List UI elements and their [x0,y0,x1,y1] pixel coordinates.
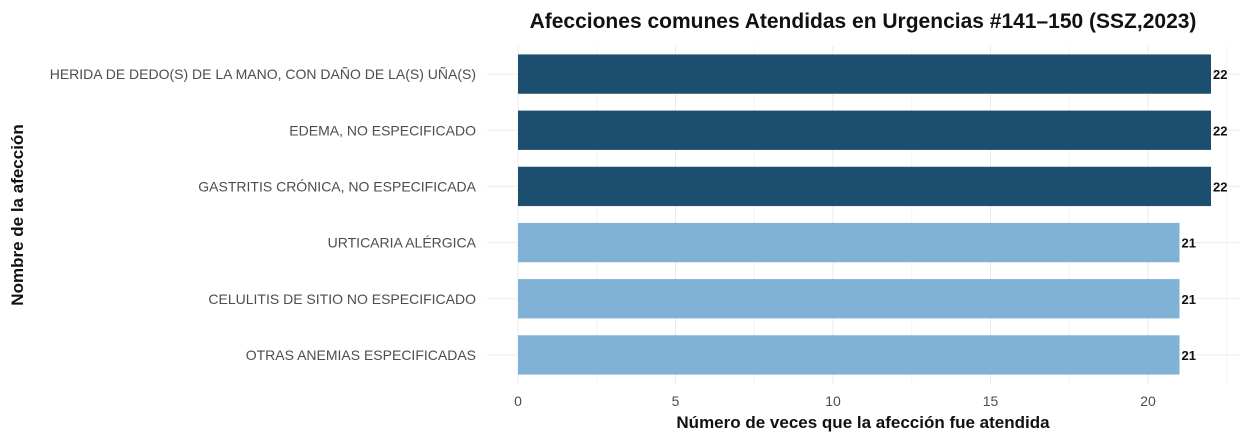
data-label: 22 [1213,67,1227,82]
bar [518,222,1180,263]
category-label: CELULITIS DE SITIO NO ESPECIFICADO [208,291,476,307]
data-label: 21 [1182,348,1196,363]
data-label: 21 [1182,236,1196,251]
x-tick-label: 5 [672,393,680,409]
data-label: 21 [1182,292,1196,307]
labels: 0 5 10 15 20 HERIDA DE DEDO(S) DE LA MANO, CO… [50,66,1228,409]
bar [518,279,1180,319]
bar [518,54,1211,94]
x-tick-label: 10 [825,393,841,409]
bar [518,110,1211,150]
y-axis-title: Nombre de la afección [8,124,27,305]
category-label: GASTRITIS CRÓNICA, NO ESPECIFICADA [198,178,476,194]
x-tick-label: 0 [514,393,522,409]
x-axis-title: Número de veces que la afección fue aten… [676,413,1050,432]
bars [518,54,1211,375]
category-label: URTICARIA ALÉRGICA [328,235,477,251]
data-label: 22 [1213,179,1227,194]
grid [487,46,1240,383]
data-label: 22 [1213,123,1227,138]
bar [518,335,1180,375]
x-tick-label: 15 [983,393,999,409]
category-label: OTRAS ANEMIAS ESPECIFICADAS [246,347,476,363]
bar [518,166,1211,207]
category-label: EDEMA, NO ESPECIFICADO [289,122,476,138]
chart-title: Afecciones comunes Atendidas en Urgencia… [530,10,1197,33]
x-tick-label: 20 [1140,393,1156,409]
category-label: HERIDA DE DEDO(S) DE LA MANO, CON DAÑO D… [50,66,476,82]
